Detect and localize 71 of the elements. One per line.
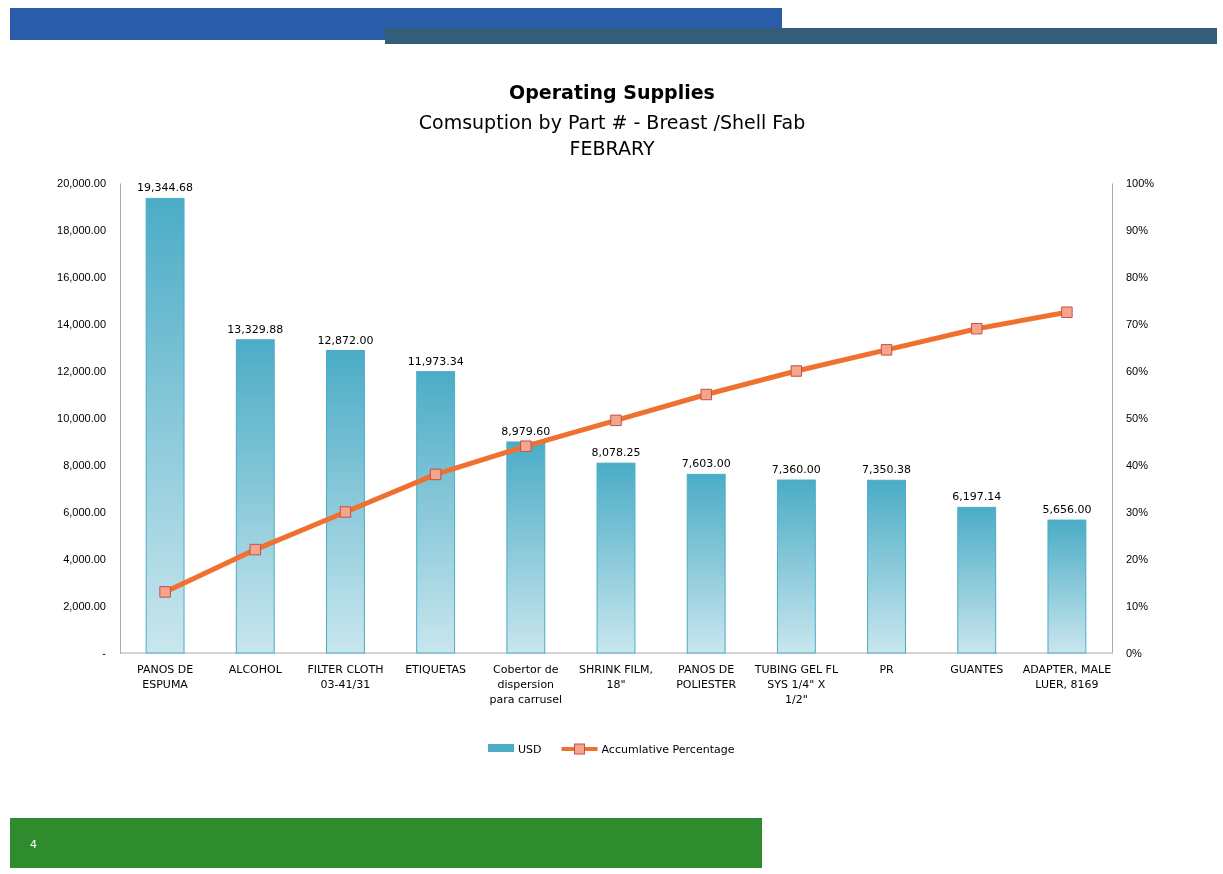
bar [867,479,906,654]
x-tick-label: TUBING GEL FL SYS 1/4" X 1/2" [753,663,839,706]
y-tick-label: 14,000.00 [57,318,106,331]
y2-tick-label: 30% [1126,506,1149,519]
text: 4 [30,838,37,851]
data-label: 7,350.38 [862,463,912,477]
point [970,322,983,335]
point [700,388,712,401]
x-tick-label: PR [879,663,895,676]
point [1061,306,1073,318]
bar [776,479,816,654]
x-tick-label: ETIQUETAS [405,663,467,676]
x-tick-label: GUANTES [950,663,1004,676]
data-label: 13,329.88 [227,322,284,336]
x-tick-label: FILTER CLOTH 03-41/31 [307,663,384,691]
y-tick-label: 18,000.00 [57,224,106,237]
bar [1047,519,1087,654]
data-label: 19,344.68 [137,181,194,195]
data-label: 6,197.14 [952,490,1002,504]
point [520,440,532,452]
data-label: 5,656.00 [1042,503,1092,517]
y-tick-label: 2,000.00 [63,600,106,613]
point [249,543,262,556]
y-tick-label: 16,000.00 [57,271,106,284]
y2-tick-label: 60% [1126,365,1149,378]
data-label: 7,603.00 [681,457,731,471]
y-tick-label: 10,000.00 [57,412,106,425]
point [339,506,352,518]
point [429,468,442,481]
bar [957,506,997,654]
chart-title: Operating Supplies [509,81,715,103]
bar [506,441,546,654]
bar [416,371,456,654]
data-label: 11,973.34 [407,354,464,368]
y-tick-label: 4,000.00 [63,553,106,566]
point [159,586,171,598]
point [790,365,803,377]
y2-tick-label: 50% [1126,412,1149,425]
chart-subtitle: Comsuption by Part # - Breast /Shell Fab FEBRARY [418,111,806,159]
bar [145,197,185,654]
x-tick-label: ALCOHOL [228,663,283,676]
data-label: 8,078.25 [591,446,641,460]
bar [596,462,636,654]
y2-tick-label: 20% [1126,553,1149,566]
x-tick-label: Cobertor de dispersion para carrusel [489,663,563,706]
bar [235,339,275,654]
y-tick-label: 20,000.00 [57,177,106,190]
y2-tick-label: 80% [1126,271,1149,284]
y-tick-label: - [102,647,107,660]
y2-tick-label: 40% [1126,459,1149,472]
y2-tick-label: 10% [1126,600,1149,613]
x-tick-label: PANOS DE ESPUMA [136,663,194,691]
point [610,414,622,427]
y2-tick-label: 90% [1126,224,1149,237]
y2-tick-label: 100% [1126,177,1155,190]
legend-label: Accumlative Percentage [601,743,735,756]
x-tick-label: SHRINK FILM, 18" [579,663,653,691]
data-label: 8,979.60 [501,424,551,438]
bar [326,350,365,654]
data-label: 12,872.00 [317,333,374,347]
y-tick-label: 12,000.00 [57,365,106,378]
x-tick-label: PANOS DE POLIESTER [676,663,737,691]
bar [686,473,726,654]
y-tick-label: 8,000.00 [63,459,106,472]
x-tick-label: ADAPTER, MALE LUER, 8169 [1022,663,1112,691]
y2-tick-label: 0% [1126,647,1143,660]
y-tick-label: 6,000.00 [63,506,106,519]
point [880,344,893,356]
legend-label: USD [518,743,542,756]
data-label: 7,360.00 [771,463,821,477]
y2-tick-label: 70% [1126,318,1149,331]
